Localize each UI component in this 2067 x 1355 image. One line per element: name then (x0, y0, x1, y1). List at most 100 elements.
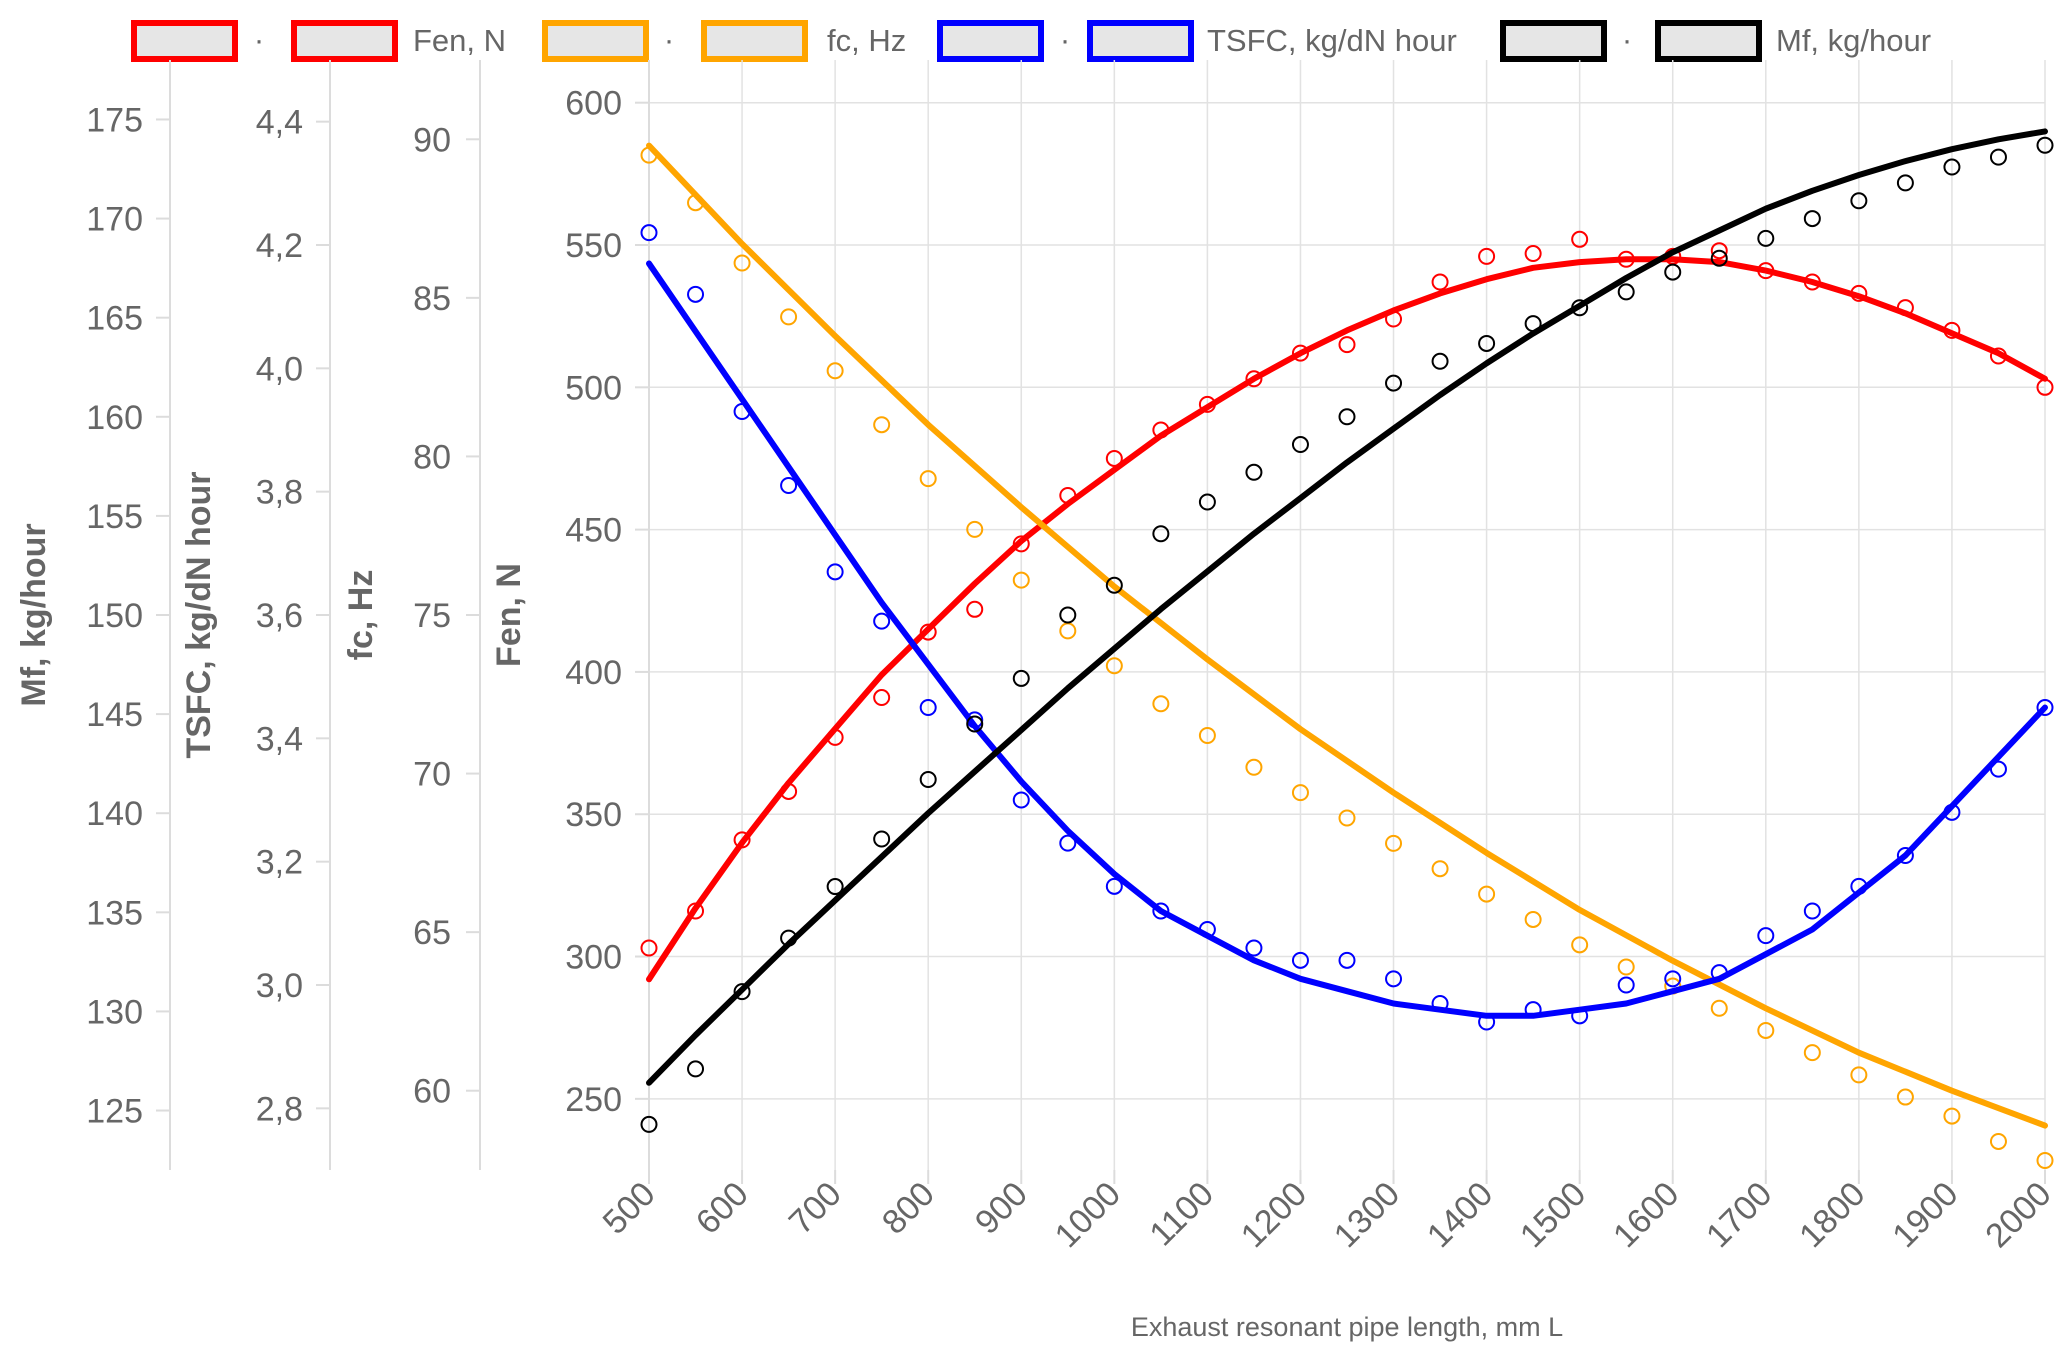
data-point (733, 254, 751, 272)
data-point (919, 771, 937, 789)
y-tick-label: 600 (565, 85, 622, 123)
y-tick-label: 500 (565, 369, 622, 407)
y-axis-mf: 125 130 135 140 145 150 155 160 165 170 175 Mf, kg/… (15, 60, 171, 1170)
legend-item[interactable]: · TSFC, kg/dN hour (937, 20, 1457, 62)
grid (648, 60, 2046, 1170)
y-tick-label: 3,8 (256, 474, 303, 512)
data-point (1710, 999, 1728, 1017)
data-point (2036, 136, 2054, 154)
data-point (1757, 229, 1775, 247)
data-point (1524, 1001, 1542, 1019)
data-point (1850, 284, 1868, 302)
legend-item[interactable]: · Mf, kg/hour (1500, 20, 1931, 62)
data-point (1385, 310, 1403, 328)
data-point (1664, 970, 1682, 988)
y-tick-label: 3,4 (256, 720, 303, 758)
data-point (1338, 408, 1356, 426)
data-point (1152, 695, 1170, 713)
legend-swatch (542, 20, 649, 62)
data-point (1059, 834, 1077, 852)
data-point (1245, 463, 1263, 481)
y-tick-label: 60 (413, 1073, 451, 1111)
data-point (1710, 249, 1728, 267)
x-tick-label: 2000 (1978, 1175, 2058, 1255)
data-point (1524, 315, 1542, 333)
data-point (1012, 571, 1030, 589)
data-point (1478, 885, 1496, 903)
series-mf (640, 128, 2054, 1133)
data-point (1385, 374, 1403, 392)
legend-marker-label: · (254, 22, 264, 57)
data-point (1803, 902, 1821, 920)
data-point (1710, 242, 1728, 260)
x-tick-label: 800 (875, 1175, 942, 1242)
data-point (1989, 760, 2007, 778)
y-tick-label: 75 (413, 597, 451, 635)
x-tick-label: 1900 (1885, 1175, 1965, 1255)
data-point (687, 194, 705, 212)
y-tick-label: 450 (565, 512, 622, 550)
legend-label: Fen, N (413, 23, 506, 58)
data-point (687, 902, 705, 920)
data-point (966, 600, 984, 618)
y-tick-label: 175 (86, 101, 143, 139)
y-tick-label: 3,0 (256, 967, 303, 1005)
data-point (826, 362, 844, 380)
data-point (1710, 964, 1728, 982)
data-point (919, 470, 937, 488)
data-point (1571, 230, 1589, 248)
legend-item[interactable]: · fc, Hz (542, 20, 906, 62)
data-point (1291, 344, 1309, 362)
y-axis-title: fc, Hz (342, 570, 380, 661)
data-point (1664, 263, 1682, 281)
data-point (640, 939, 658, 957)
legend-swatch (1655, 20, 1762, 62)
data-point (1105, 576, 1123, 594)
legend-label: Mf, kg/hour (1776, 23, 1931, 58)
legend-item[interactable]: · Fen, N (131, 20, 506, 62)
y-axis-fc: 60 65 70 75 80 85 90 fc, Hz (342, 60, 481, 1170)
y-axis-title: Mf, kg/hour (15, 523, 53, 706)
legend-swatch (131, 20, 238, 62)
data-point (1012, 791, 1030, 809)
y-tick-label: 130 (86, 993, 143, 1031)
y-tick-label: 145 (86, 696, 143, 734)
x-tick-label: 900 (968, 1175, 1035, 1242)
data-point (919, 699, 937, 716)
data-point (1617, 250, 1635, 268)
data-point (687, 1060, 705, 1078)
x-tick-label: 1000 (1048, 1175, 1128, 1255)
y-axis-title: Fen, N (490, 563, 528, 667)
data-point (919, 623, 937, 641)
data-point (2036, 699, 2054, 716)
data-point (1896, 847, 1914, 864)
data-point (826, 563, 844, 581)
y-tick-label: 80 (413, 438, 451, 476)
y-axis-fen: 250 300 350 400 450 500 550 600 Fen, N (490, 60, 650, 1170)
data-point (640, 1115, 658, 1133)
data-point (1431, 352, 1449, 370)
y-tick-label: 125 (86, 1093, 143, 1131)
legend-label: fc, Hz (827, 23, 906, 58)
data-point (1896, 299, 1914, 317)
x-tick-label: 1200 (1234, 1175, 1314, 1255)
data-point (733, 831, 751, 849)
data-point (1338, 951, 1356, 969)
data-point (687, 285, 705, 303)
y-tick-label: 4,0 (256, 350, 303, 388)
x-axis: 500 600 700 800 900 1000 1100 1200 1300 1400 1500 1… (596, 1170, 2059, 1255)
y-tick-label: 400 (565, 654, 622, 692)
y-tick-label: 70 (413, 756, 451, 794)
data-point (1338, 336, 1356, 354)
trend-line (646, 256, 2048, 983)
y-axis-title: TSFC, kg/dN hour (180, 471, 218, 758)
data-point (1571, 1007, 1589, 1025)
y-tick-label: 350 (565, 796, 622, 834)
data-point (1478, 334, 1496, 352)
data-point (1152, 902, 1170, 920)
data-point (1896, 1088, 1914, 1106)
data-point (1245, 370, 1263, 388)
x-tick-label: 1700 (1699, 1175, 1779, 1255)
